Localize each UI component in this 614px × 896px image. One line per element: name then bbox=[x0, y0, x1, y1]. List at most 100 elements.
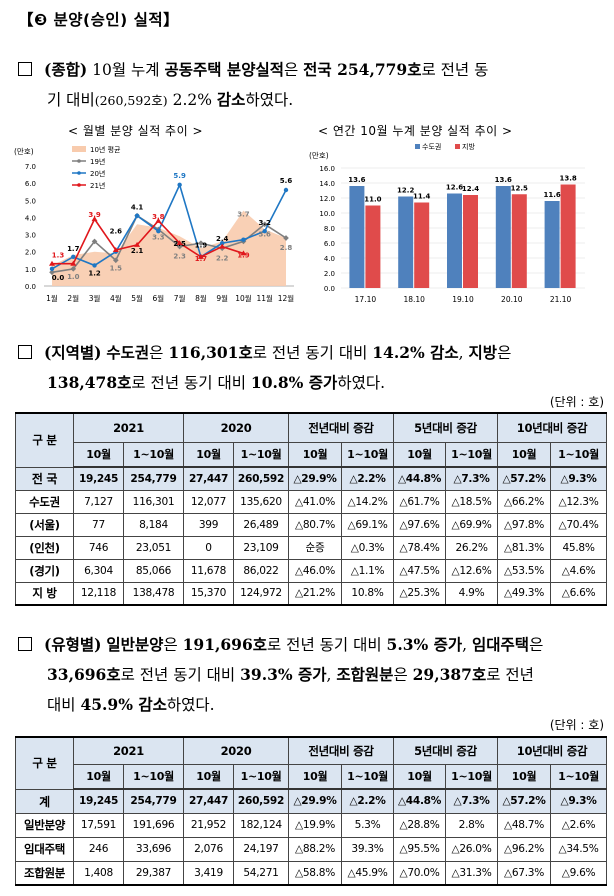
row-label: 일반분양 bbox=[15, 812, 74, 838]
table-corner-header: 구 분 bbox=[15, 736, 74, 790]
x-tick-label: 2월 bbox=[67, 293, 79, 303]
data-label: 3.6 bbox=[259, 230, 272, 238]
legend-label: 20년 bbox=[90, 169, 105, 178]
para3-text: 로 전년 동기 대비 bbox=[120, 666, 241, 684]
para1-small: (260,592호) bbox=[94, 93, 168, 108]
para3-text: 은 bbox=[529, 636, 544, 654]
table-cell: △70.4% bbox=[550, 512, 608, 537]
table-row: 수도권 7,127 116,301 12,077 135,620 △41.0% △14.2%… bbox=[15, 489, 608, 514]
data-label: 1.7 bbox=[67, 245, 80, 253]
table-cell: 10.8% bbox=[340, 581, 395, 606]
table-cell: 5.3% bbox=[340, 812, 395, 838]
data-point bbox=[219, 243, 226, 249]
checkbox-square-icon bbox=[18, 637, 32, 651]
bar-label: 11.0 bbox=[364, 196, 381, 204]
data-point bbox=[261, 221, 268, 228]
table-cell: △2.2% bbox=[340, 466, 395, 491]
data-label: 1.2 bbox=[88, 269, 101, 277]
table-row: 일반분양 17,591 191,696 21,952 182,124 △19.9% 5.3%… bbox=[15, 812, 608, 838]
para3-bold: 조합원분 bbox=[336, 665, 394, 684]
bar-label: 13.6 bbox=[495, 176, 512, 184]
x-tick-label: 6월 bbox=[153, 293, 165, 303]
header-sub: 10월 bbox=[183, 441, 234, 468]
header-sub: 10월 bbox=[393, 441, 447, 468]
header-sub: 1~10월 bbox=[340, 763, 395, 790]
x-tick-label: 21.10 bbox=[550, 295, 572, 304]
data-point bbox=[91, 238, 98, 245]
table-cell: △80.7% bbox=[288, 512, 342, 537]
table-cell: 26,489 bbox=[233, 512, 289, 537]
table-cell: 399 bbox=[183, 512, 234, 537]
legend-label: 지방 bbox=[462, 142, 475, 151]
data-label: 2.6 bbox=[110, 227, 123, 235]
header-group: 2020 bbox=[183, 736, 289, 765]
x-tick-label: 3월 bbox=[89, 293, 101, 303]
table-cell: 21,952 bbox=[183, 812, 234, 838]
table-cell: △34.5% bbox=[550, 836, 608, 862]
data-point bbox=[176, 240, 183, 246]
row-label: 수도권 bbox=[15, 489, 74, 514]
table-cell: 24,197 bbox=[233, 836, 289, 862]
table-cell: 6,304 bbox=[73, 558, 124, 583]
table-cell: △41.0% bbox=[288, 489, 342, 514]
para3-text: 은 bbox=[163, 636, 183, 654]
para3-tag: (유형별) bbox=[44, 635, 102, 654]
data-label: 4.1 bbox=[131, 204, 144, 212]
x-tick-label: 12월 bbox=[278, 293, 295, 303]
table-cell: 순증 bbox=[288, 535, 342, 560]
header-sub: 1~10월 bbox=[340, 441, 395, 468]
regional-paragraph: (지역별) 수도권은 116,301호로 전년 동기 대비 14.2% 감소, … bbox=[18, 338, 606, 398]
legend-marker bbox=[77, 159, 81, 163]
data-label: 3.8 bbox=[152, 213, 165, 221]
para2-text: 로 전년 동기 대비 bbox=[252, 344, 373, 362]
row-label: 조합원분 bbox=[15, 860, 74, 886]
table-cell: 254,779 bbox=[123, 788, 184, 814]
table-cell: △29.9% bbox=[288, 466, 342, 491]
data-point bbox=[49, 269, 55, 276]
table-cell: 138,478 bbox=[123, 581, 184, 606]
regional-table: 구 분 2021 2020 전년대비 증감 5년대비 증감 10년대비 증감 1… bbox=[15, 412, 608, 606]
series-line-21년 bbox=[52, 217, 244, 265]
para3-bold: 임대주택 bbox=[472, 635, 530, 654]
table-cell: 8,184 bbox=[123, 512, 184, 537]
x-tick-label: 19.10 bbox=[452, 295, 474, 304]
checkbox-square-icon bbox=[18, 345, 32, 359]
table-cell: 191,696 bbox=[123, 812, 184, 838]
table-cell: △18.5% bbox=[445, 489, 499, 514]
table-cell: △9.3% bbox=[550, 466, 608, 491]
x-tick-label: 9월 bbox=[216, 293, 228, 303]
y-tick-label: 4.0 bbox=[25, 214, 36, 222]
row-label: 지 방 bbox=[15, 581, 74, 606]
data-point bbox=[240, 250, 247, 256]
data-label: 2.3 bbox=[173, 253, 186, 261]
data-point bbox=[156, 228, 161, 234]
table-cell: △6.6% bbox=[550, 581, 608, 606]
chart2-caption: < 연간 10월 누계 분양 실적 추이 > bbox=[318, 124, 513, 138]
para2-bold: 수도권 bbox=[106, 343, 150, 362]
table-cell: △46.0% bbox=[288, 558, 342, 583]
data-point bbox=[176, 243, 183, 250]
header-sub: 1~10월 bbox=[123, 441, 184, 468]
x-tick-label: 18.10 bbox=[403, 295, 425, 304]
table-cell: △66.2% bbox=[497, 489, 552, 514]
data-label: 2.5 bbox=[173, 240, 186, 248]
table-cell: △31.3% bbox=[445, 860, 499, 886]
table-cell: △0.3% bbox=[340, 535, 395, 560]
data-point bbox=[155, 217, 162, 223]
table-cell: △21.2% bbox=[288, 581, 342, 606]
x-tick-label: 17.10 bbox=[355, 295, 377, 304]
data-label: 1.7 bbox=[195, 255, 208, 263]
table-cell: 7,127 bbox=[73, 489, 124, 514]
table-cell: 2.8% bbox=[445, 812, 499, 838]
table-row: (서울) 77 8,184 399 26,489 △80.7% △69.1% △97.6% △6… bbox=[15, 512, 608, 537]
y-tick-label: 0.0 bbox=[25, 283, 36, 291]
data-point bbox=[134, 213, 140, 218]
y-tick-label: 6.0 bbox=[25, 180, 36, 188]
table-cell: 26.2% bbox=[445, 535, 499, 560]
table-cell: △61.7% bbox=[393, 489, 447, 514]
x-tick-label: 10월 bbox=[235, 293, 252, 303]
table-cell: 254,779 bbox=[123, 466, 184, 491]
data-label: 5.9 bbox=[173, 172, 186, 180]
table-cell: 77 bbox=[73, 512, 124, 537]
table-cell: △29.9% bbox=[288, 788, 342, 814]
